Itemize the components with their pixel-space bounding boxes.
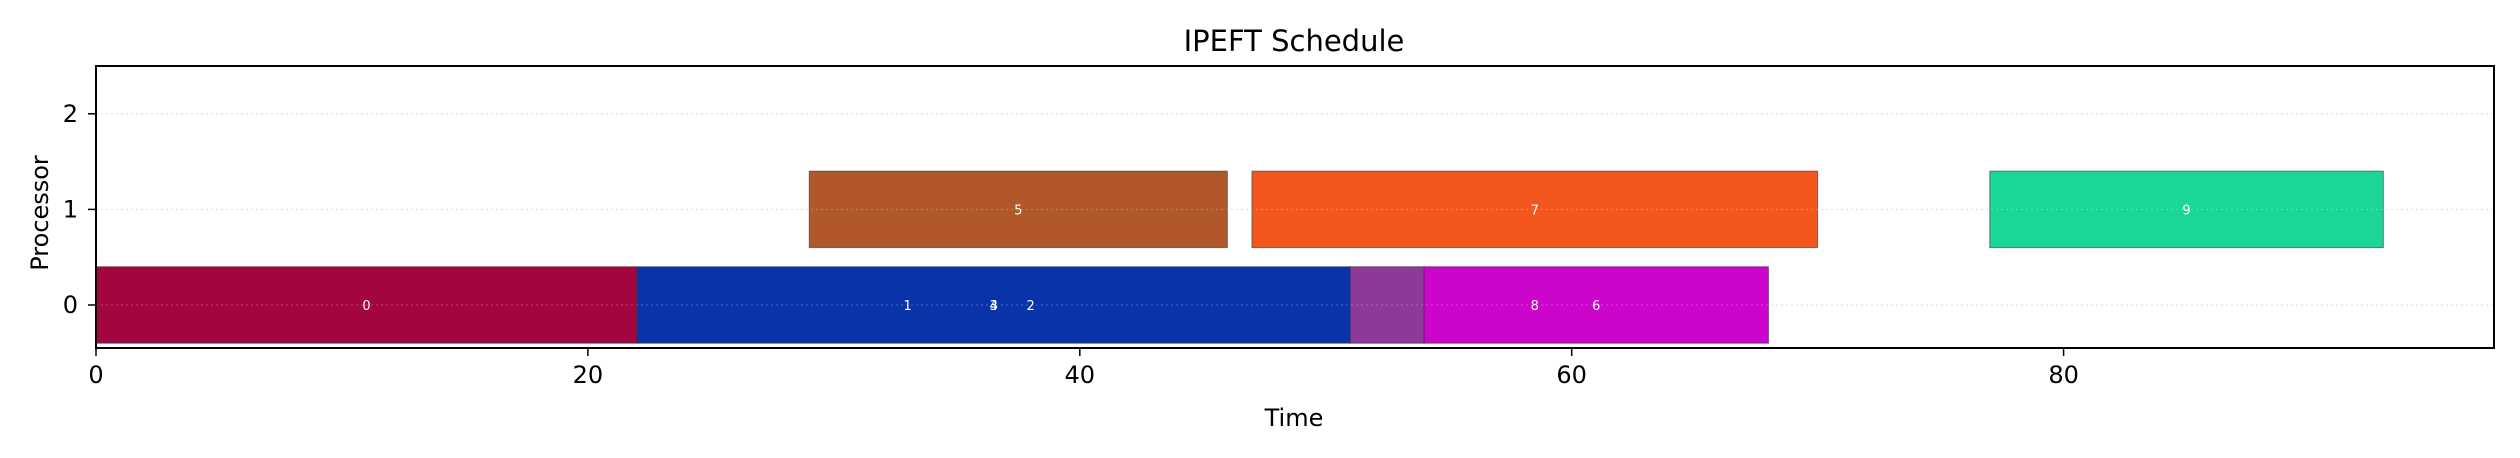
task-labels: 0 3 1 4 2 8 6 5 7 9 <box>96 113 2494 314</box>
x-tick-label: 0 <box>88 361 103 389</box>
task-label: 3 <box>990 299 998 314</box>
chart-title: IPEFT Schedule <box>1184 24 1405 58</box>
x-axis-ticks: 0 20 40 60 80 <box>88 348 2079 389</box>
task-label: 8 <box>1531 299 1539 314</box>
task-label: 2 <box>1026 299 1034 314</box>
task-label: 0 <box>362 299 370 314</box>
task-label: 1 <box>903 299 911 314</box>
y-axis-ticks: 0 1 2 <box>63 100 96 319</box>
task-bar <box>1349 266 1425 344</box>
task-bar <box>636 266 1351 344</box>
x-axis-label: Time <box>1264 404 1324 432</box>
task-label: 6 <box>1592 299 1600 314</box>
task-bars <box>95 170 2384 344</box>
x-tick-label: 60 <box>1556 361 1587 389</box>
x-tick-label: 40 <box>1065 361 1096 389</box>
x-tick-label: 80 <box>2048 361 2079 389</box>
y-tick-label: 2 <box>63 100 78 128</box>
task-label: 7 <box>1531 203 1539 218</box>
task-bar <box>1989 170 2384 249</box>
task-bar <box>808 170 1228 249</box>
task-bar <box>1423 266 1769 344</box>
x-tick-label: 20 <box>573 361 604 389</box>
task-bar <box>1251 170 1819 249</box>
task-label: 5 <box>1014 203 1022 218</box>
plot-frame <box>95 65 2495 349</box>
task-label: 9 <box>2182 203 2190 218</box>
y-axis-label: Processor <box>26 155 54 271</box>
y-tick-label: 0 <box>63 291 78 319</box>
task-bar <box>95 266 638 344</box>
y-tick-label: 1 <box>63 195 78 223</box>
task-label: 4 <box>990 299 998 314</box>
